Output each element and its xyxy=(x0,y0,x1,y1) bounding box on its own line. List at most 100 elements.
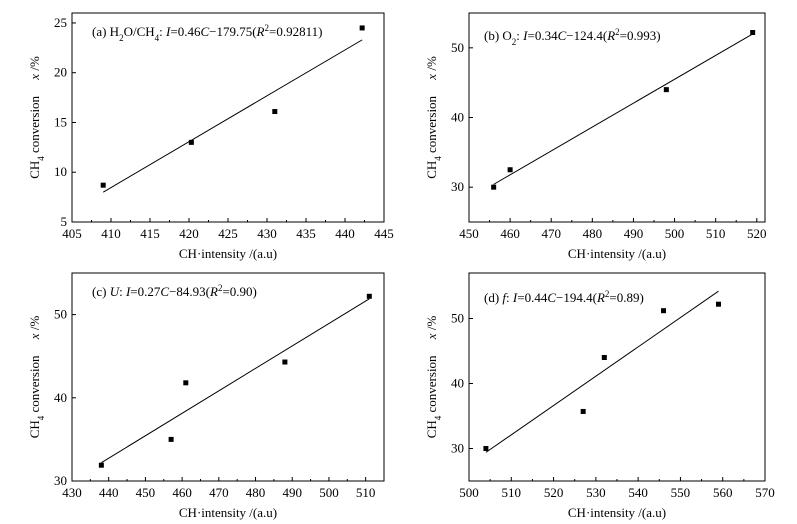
x-tick-label: 440 xyxy=(335,226,355,241)
y-tick-label: 5 xyxy=(61,214,68,229)
annotation-part: : xyxy=(516,28,523,43)
x-tick-label: 530 xyxy=(586,485,606,500)
x-tick-label: 520 xyxy=(544,485,564,500)
annotation-part: =0.46 xyxy=(170,24,201,39)
fit-line xyxy=(101,298,370,464)
y-tick-label: 10 xyxy=(54,164,67,179)
x-tick-label: 520 xyxy=(747,226,767,241)
data-point xyxy=(661,308,667,314)
annotation-part: 2 xyxy=(512,37,517,47)
annotation-part: =0.44 xyxy=(517,290,548,305)
annotation-part: −124.4( xyxy=(566,28,607,43)
x-tick-label: 500 xyxy=(459,485,479,500)
data-point xyxy=(750,30,756,36)
data-point xyxy=(507,167,513,173)
annotation-part: =0.89) xyxy=(609,290,643,305)
x-tick-label: 510 xyxy=(356,485,376,500)
annotation-part: : xyxy=(159,24,166,39)
x-tick-label: 490 xyxy=(282,485,302,500)
data-point xyxy=(601,355,607,360)
x-tick-label: 470 xyxy=(209,485,229,500)
y-label-part: conversion xyxy=(424,339,439,416)
y-label-part: CH xyxy=(27,161,42,179)
x-tick-label: 560 xyxy=(713,485,733,500)
y-tick-label: 40 xyxy=(451,376,464,391)
chart-panel: 405 410 415 420 425 430 435 440 445 5 10 15 20 25 CH·i… xyxy=(27,12,394,261)
annotation-part: −84.93( xyxy=(169,284,210,299)
x-tick-label: 550 xyxy=(671,485,691,500)
x-tick-label: 450 xyxy=(136,485,156,500)
x-tick-label: 450 xyxy=(459,226,479,241)
annotation-part: R xyxy=(596,290,605,305)
y-label-variable: x xyxy=(424,74,439,81)
y-label-part: /% xyxy=(27,56,42,74)
annotation-part: I xyxy=(165,24,171,39)
annotation-part: f xyxy=(502,290,508,305)
x-tick-label: 460 xyxy=(500,226,520,241)
y-label-variable: x xyxy=(27,74,42,81)
y-label-subscript: 4 xyxy=(433,156,443,161)
annotation-part: C xyxy=(160,284,169,299)
annotation-part: I xyxy=(522,28,528,43)
x-tick-label: 435 xyxy=(296,226,316,241)
y-label-subscript: 4 xyxy=(36,415,46,420)
y-label-part: /% xyxy=(424,316,439,334)
annotation-part: 4 xyxy=(155,33,160,43)
data-point xyxy=(272,109,278,115)
x-tick-label: 510 xyxy=(706,226,726,241)
x-tick-label: 415 xyxy=(140,226,160,241)
data-point xyxy=(580,408,586,414)
y-label-part: CH xyxy=(424,161,439,179)
annotation-part: −194.4( xyxy=(556,290,597,305)
annotation-part: R xyxy=(606,28,615,43)
x-axis-label: CH·intensity /(a.u) xyxy=(568,246,666,261)
x-tick-label: 420 xyxy=(179,226,199,241)
annotation-part: =0.993) xyxy=(620,28,661,43)
data-point xyxy=(188,139,194,145)
chart-panel: 430 440 450 460 470 480 490 500 510 30 40 50 CH·inte… xyxy=(27,272,385,520)
annotation-part: =0.90) xyxy=(222,284,256,299)
y-label-variable: x xyxy=(424,333,439,340)
annotation-part: 2 xyxy=(615,27,620,37)
annotation-part: =0.34 xyxy=(528,28,559,43)
x-tick-label: 440 xyxy=(99,485,119,500)
y-tick-label: 20 xyxy=(54,65,67,80)
x-tick-label: 460 xyxy=(172,485,192,500)
x-tick-label: 570 xyxy=(755,485,775,500)
x-axis-label: CH·intensity /(a.u) xyxy=(179,246,277,261)
y-tick-label: 40 xyxy=(54,390,67,405)
y-tick-label: 30 xyxy=(451,441,464,456)
annotation-part: (b) O xyxy=(484,28,512,43)
data-point xyxy=(491,184,497,190)
plot-frame xyxy=(71,12,385,223)
x-tick-label: 480 xyxy=(246,485,266,500)
y-tick-label: 50 xyxy=(54,307,67,322)
data-point xyxy=(366,293,372,299)
y-tick-label: 40 xyxy=(451,110,464,125)
x-tick-label: 410 xyxy=(101,226,121,241)
annotation-part: C xyxy=(547,290,556,305)
y-label-part: /% xyxy=(424,56,439,74)
y-axis-label: CH4 conversion x /% xyxy=(424,56,443,179)
annotation-part: I xyxy=(512,290,518,305)
annotation-part: =0.27 xyxy=(130,284,161,299)
fit-line xyxy=(493,33,753,185)
y-tick-label: 15 xyxy=(54,114,67,129)
fit-annotation: (d) f: I=0.44C−194.4(R2=0.89) xyxy=(484,289,644,305)
fit-annotation: (b) O2: I=0.34C−124.4(R2=0.993) xyxy=(484,27,661,47)
y-tick-label: 50 xyxy=(451,311,464,326)
annotation-part: =0.92811) xyxy=(269,24,322,39)
data-point xyxy=(663,87,669,93)
y-label-part: CH xyxy=(424,420,439,438)
y-axis-label: CH4 conversion x /% xyxy=(424,316,443,439)
annotation-part: C xyxy=(200,24,209,39)
x-tick-label: 425 xyxy=(218,226,238,241)
x-tick-label: 445 xyxy=(374,226,394,241)
y-label-part: conversion xyxy=(27,339,42,416)
annotation-part: 2 xyxy=(218,283,223,293)
y-axis-label: CH4 conversion x /% xyxy=(27,316,46,439)
y-label-part: conversion xyxy=(424,80,439,157)
plot-frame xyxy=(71,272,385,482)
y-label-part: /% xyxy=(27,316,42,334)
